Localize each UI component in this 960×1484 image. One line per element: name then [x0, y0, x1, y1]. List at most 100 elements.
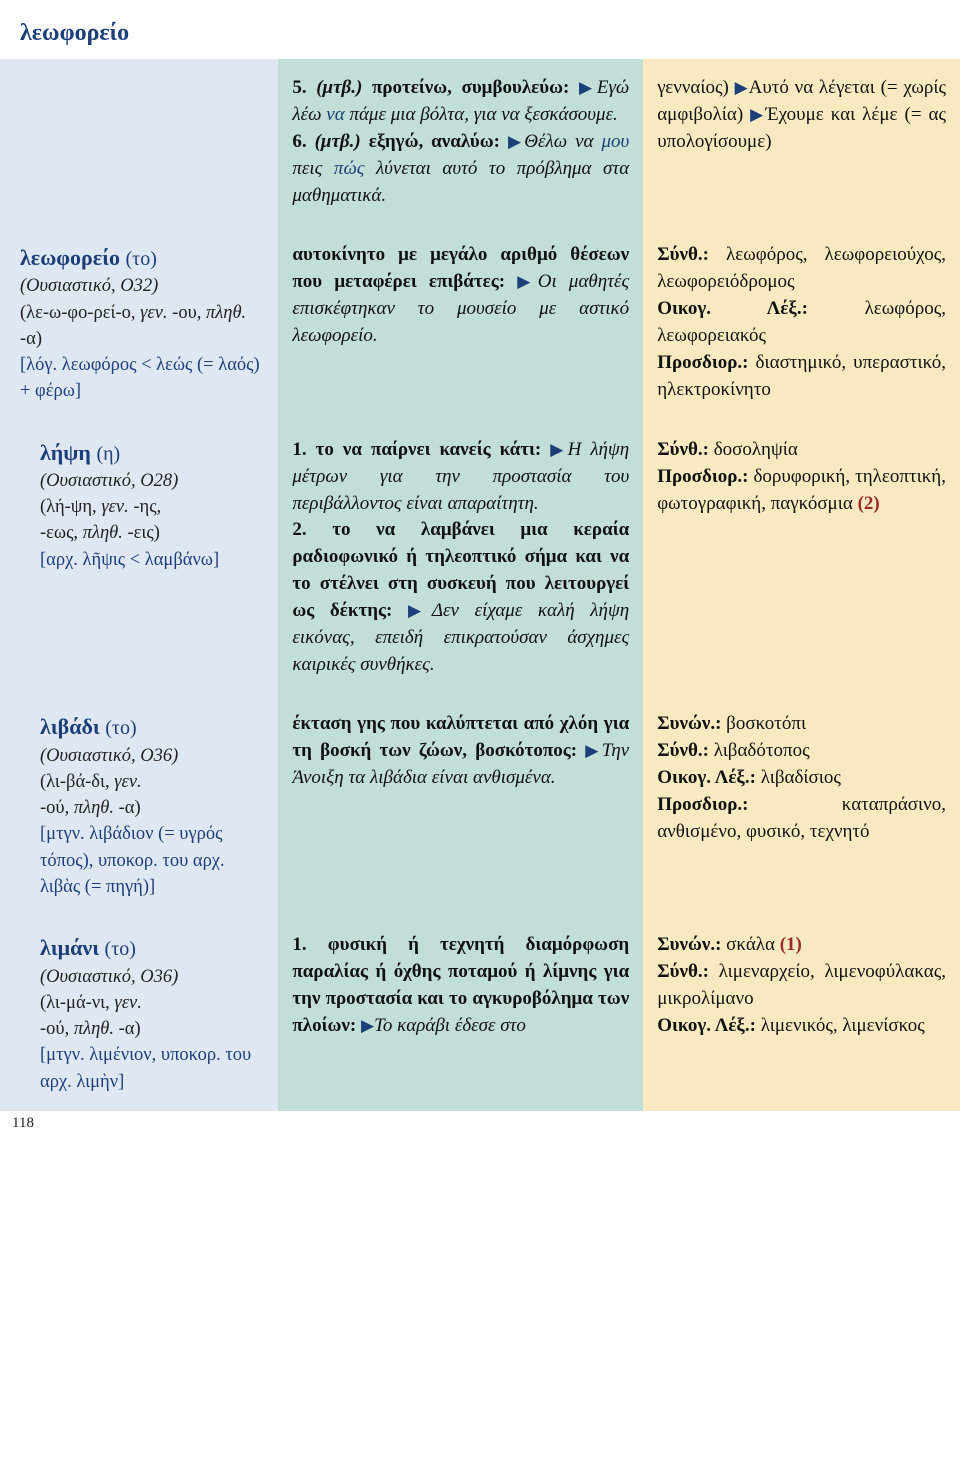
related-label: Σύνθ.: [657, 244, 709, 265]
page-number: 118 [0, 1111, 960, 1132]
part-of-speech: (Ουσιαστικό, Ο36) [40, 746, 178, 766]
def-text: προτείνω, συμβουλεύω: [372, 77, 579, 98]
entry-row: λεωφορείο (το) (Ουσιαστικό, Ο32) (λε-ω-φ… [0, 226, 960, 421]
part-of-speech: (Ουσιαστικό, Ο28) [40, 471, 178, 491]
word-forms: -ης, [129, 497, 161, 517]
related-text: γενναίος) [657, 77, 734, 98]
entry-left: λεωφορείο (το) (Ουσιαστικό, Ο32) (λε-ω-φ… [0, 226, 278, 421]
triangle-icon: ▶ [585, 741, 602, 760]
def-text: το να παίρνει κανείς κάτι: [316, 439, 551, 460]
word-forms: (λι-μά-νι, [40, 993, 114, 1013]
triangle-icon: ▶ [517, 272, 537, 291]
related-text: λιβαδίσιος [756, 767, 841, 788]
word-forms: (λε-ω-φο-ρεί-ο, [20, 303, 140, 323]
example-text: πάμε μια βόλτα, για να ξεσκάσουμε. [345, 104, 618, 125]
pos-tag: (μτβ.) [315, 131, 369, 152]
pos-tag: (μτβ.) [316, 77, 372, 98]
entry-left: λιβάδι (το) (Ουσιαστικό, Ο36) (λι-βά-δι,… [0, 695, 278, 916]
word-forms: -α) [114, 798, 141, 818]
word-forms: -ού, [40, 798, 74, 818]
headword: λεωφορείο [20, 245, 126, 270]
triangle-icon: ▶ [408, 601, 432, 620]
entry-row: λιμάνι (το) (Ουσιαστικό, Ο36) (λι-μά-νι,… [0, 916, 960, 1111]
entry-left: λήψη (η) (Ουσιαστικό, Ο28) (λή-ψη, γεν. … [0, 421, 278, 696]
entry-definition: 1. το να παίρνει κανείς κάτι: ▶Η λήψη μέ… [278, 421, 643, 696]
entry-related: γενναίος) ▶Αυτό να λέγεται (= χωρίς αμφι… [643, 59, 960, 226]
etymology: [μτγν. λιμένιον, υποκορ. του αρχ. λιμὴν] [40, 1045, 251, 1091]
example-text: Θέλω να [524, 131, 601, 152]
entry-row: λήψη (η) (Ουσιαστικό, Ο28) (λή-ψη, γεν. … [0, 421, 960, 696]
related-text: δοσοληψία [709, 439, 798, 460]
triangle-icon: ▶ [750, 105, 765, 124]
gram-abbr: πληθ. [83, 523, 123, 543]
word-forms: (λι-βά-δι, [40, 772, 114, 792]
entry-row: λιβάδι (το) (Ουσιαστικό, Ο36) (λι-βά-δι,… [0, 695, 960, 916]
related-text: λιμενικός, λιμενίσκος [756, 1015, 925, 1036]
related-label: Οικογ. Λέξ.: [657, 1015, 756, 1036]
entry-row: 5. (μτβ.) προτείνω, συμβουλεύω: ▶Εγώ λέω… [0, 59, 960, 226]
entry-definition: 5. (μτβ.) προτείνω, συμβουλεύω: ▶Εγώ λέω… [278, 59, 643, 226]
related-text: βοσκοτόπι [721, 713, 806, 734]
related-text: σκάλα [721, 934, 779, 955]
entry-definition: αυτοκίνητο με μεγάλο αριθμό θέσεων που μ… [278, 226, 643, 421]
example-text: Το καράβι έδεσε στο [374, 1015, 526, 1036]
headword: λιβάδι [40, 714, 105, 739]
related-text: λιβαδότοπος [709, 740, 810, 761]
gender: (το) [105, 717, 136, 739]
sense-number: 5. [292, 77, 316, 98]
etymology: [αρχ. λῆψις < λαμβάνω] [40, 550, 219, 570]
part-of-speech: (Ουσιαστικό, Ο32) [20, 276, 158, 296]
related-label: Σύνθ.: [657, 439, 709, 460]
sense-number: 2. [292, 519, 332, 540]
cross-ref: να [326, 104, 344, 125]
entry-related: Σύνθ.: δοσοληψία Προσδιορ.: δορυφορική, … [643, 421, 960, 696]
word-forms: -ου, [168, 303, 206, 323]
related-label: Προσδιορ.: [657, 352, 748, 373]
triangle-icon: ▶ [361, 1016, 374, 1035]
word-forms: -εως, [40, 523, 83, 543]
gram-abbr: πληθ. [74, 1019, 114, 1039]
word-forms: -α) [114, 1019, 141, 1039]
triangle-icon: ▶ [550, 440, 567, 459]
def-text: έκταση γης που καλύπτεται από χλόη για τ… [292, 713, 629, 761]
sense-ref: (2) [858, 493, 880, 514]
gender: (το) [126, 248, 157, 270]
triangle-icon: ▶ [735, 78, 749, 97]
triangle-icon: ▶ [579, 78, 597, 97]
dictionary-page: λεωφορείο 5. (μτβ.) προτείνω, συμβουλεύω… [0, 0, 960, 1142]
related-label: Προσδιορ.: [657, 466, 748, 487]
def-text: εξηγώ, αναλύω: [369, 131, 508, 152]
gram-abbr: γεν. [114, 772, 141, 792]
sense-number: 1. [292, 934, 327, 955]
example-text: πεις [292, 158, 334, 179]
word-forms: -εις) [123, 523, 160, 543]
gram-abbr: γεν. [140, 303, 167, 323]
gender: (το) [105, 938, 136, 960]
headword: λιμάνι [40, 935, 105, 960]
etymology: [μτγν. λιβάδιον (= υγρός τόπος), υποκορ.… [40, 824, 225, 897]
entry-definition: έκταση γης που καλύπτεται από χλόη για τ… [278, 695, 643, 916]
gram-abbr: πληθ. [74, 798, 114, 818]
entry-related: Συνών.: βοσκοτόπι Σύνθ.: λιβαδότοπος Οικ… [643, 695, 960, 916]
related-label: Συνών.: [657, 934, 721, 955]
entry-related: Συνών.: σκάλα (1) Σύνθ.: λιμεναρχείο, λι… [643, 916, 960, 1111]
sense-number: 1. [292, 439, 315, 460]
gram-abbr: γεν. [114, 993, 141, 1013]
related-label: Προσδιορ.: [657, 794, 748, 815]
sense-number: 6. [292, 131, 314, 152]
related-label: Σύνθ.: [657, 961, 709, 982]
related-label: Οικογ. Λέξ.: [657, 298, 808, 319]
related-label: Συνών.: [657, 713, 721, 734]
related-label: Σύνθ.: [657, 740, 709, 761]
related-label: Οικογ. Λέξ.: [657, 767, 756, 788]
sense-ref: (1) [780, 934, 802, 955]
word-forms: -α) [20, 329, 42, 349]
entry-related: Σύνθ.: λεωφόρος, λεωφορειούχος, λεωφορει… [643, 226, 960, 421]
page-header: λεωφορείο [0, 20, 960, 59]
etymology: [λόγ. λεωφόρος < λεώς (= λαός) + φέρω] [20, 355, 260, 401]
gram-abbr: γεν. [101, 497, 128, 517]
part-of-speech: (Ουσιαστικό, Ο36) [40, 967, 178, 987]
entries-container: 5. (μτβ.) προτείνω, συμβουλεύω: ▶Εγώ λέω… [0, 59, 960, 1111]
cross-ref: μου [601, 131, 629, 152]
headword: λήψη [40, 440, 96, 465]
